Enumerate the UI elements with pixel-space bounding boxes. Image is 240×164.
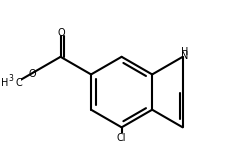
Text: N: N xyxy=(181,51,188,61)
Text: O: O xyxy=(29,69,36,79)
Text: 3: 3 xyxy=(9,73,14,82)
Text: Cl: Cl xyxy=(117,133,126,144)
Text: C: C xyxy=(15,78,22,88)
Text: H: H xyxy=(1,78,8,88)
Text: O: O xyxy=(58,28,65,38)
Text: H: H xyxy=(181,47,188,57)
